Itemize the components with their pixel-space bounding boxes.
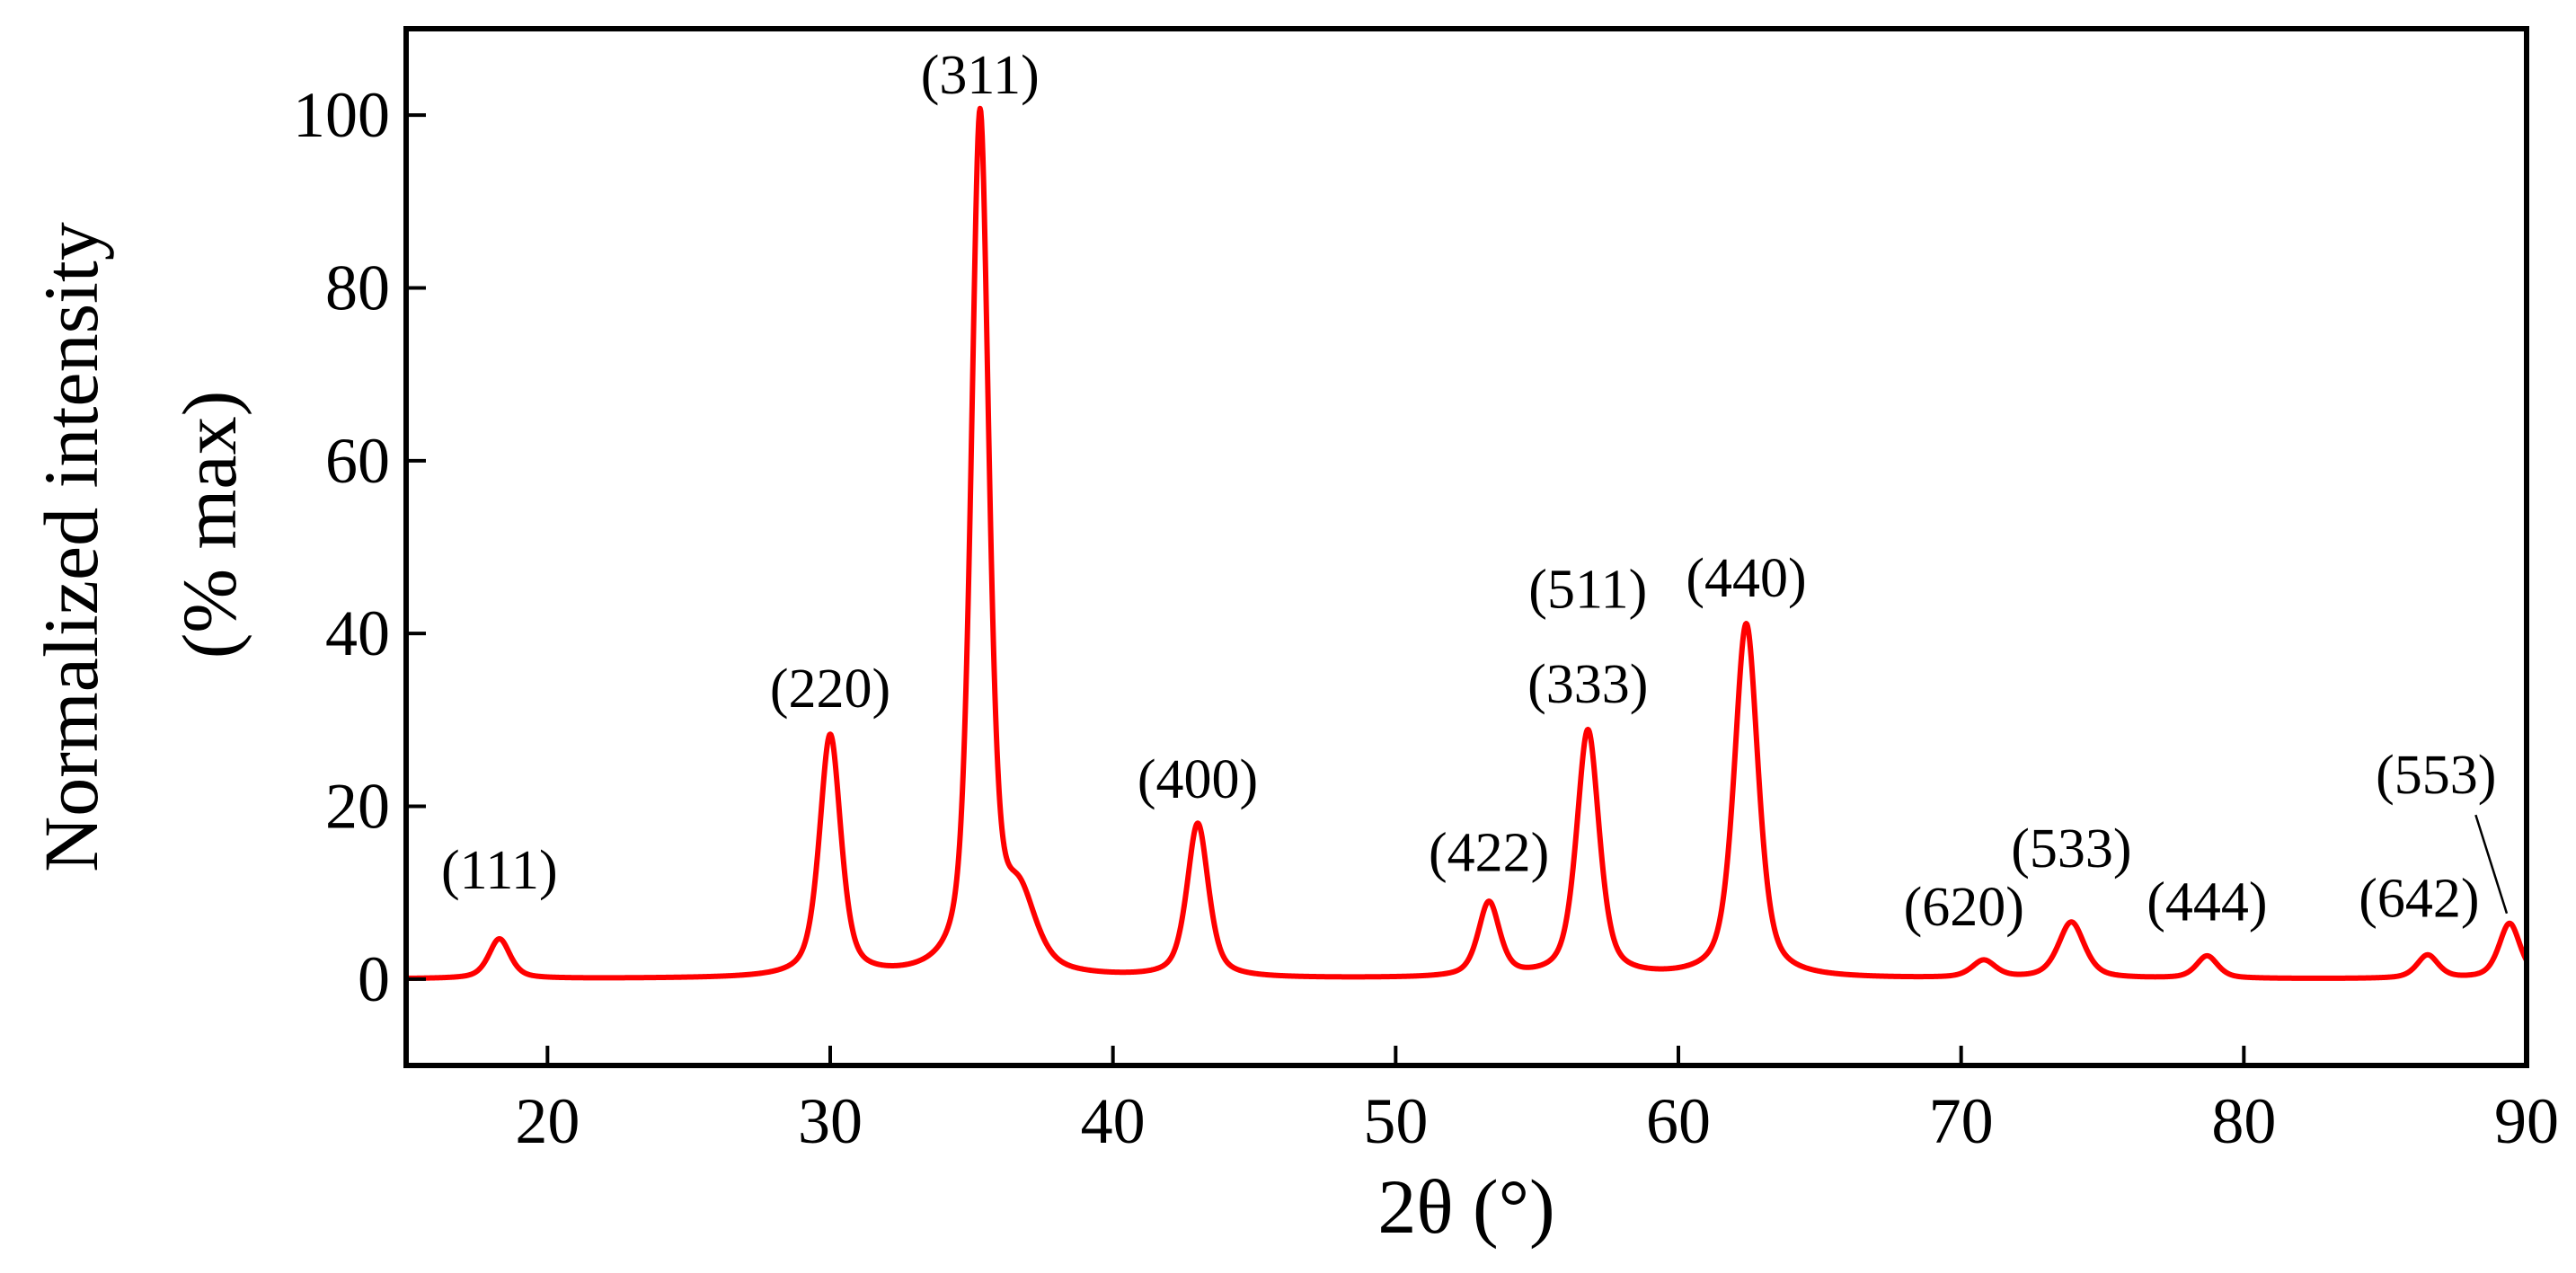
peak-label: (111) xyxy=(441,840,558,901)
y-tick-label: 60 xyxy=(325,425,390,497)
x-tick-label: 30 xyxy=(798,1085,863,1157)
peak-label: (333) xyxy=(1527,654,1648,715)
y-tick-label: 100 xyxy=(293,79,390,151)
x-axis-title: 2θ (°) xyxy=(1377,1163,1554,1250)
y-axis-title-line2: (% max) xyxy=(166,391,252,659)
x-tick-label: 70 xyxy=(1929,1085,1994,1157)
curve-layer xyxy=(406,105,2527,981)
x-tick-label: 20 xyxy=(515,1085,580,1157)
peak-label: (311) xyxy=(921,45,1040,106)
pointer-layer xyxy=(2474,814,2509,915)
x-tick-label: 40 xyxy=(1081,1085,1146,1157)
peak-label: (422) xyxy=(1429,823,1549,884)
x-tick-label: 60 xyxy=(1646,1085,1711,1157)
x-tick-label: 90 xyxy=(2494,1085,2559,1157)
peak-label: (400) xyxy=(1138,749,1258,810)
y-axis-ticks: 0 20 40 60 80 100 xyxy=(293,79,426,1015)
x-axis-ticks: 20 30 40 50 60 70 80 90 xyxy=(515,1046,2559,1157)
peak-label: (220) xyxy=(770,659,890,720)
xrd-series-line xyxy=(406,105,2527,981)
y-tick-label: 20 xyxy=(325,771,390,843)
y-axis-title-line1: Normalized intensity xyxy=(28,222,114,872)
y-tick-label: 80 xyxy=(325,252,390,324)
peak-label: (444) xyxy=(2147,871,2267,933)
peak-label: (440) xyxy=(1686,548,1806,609)
label-pointer-line xyxy=(2474,814,2509,915)
peak-label: (553) xyxy=(2376,745,2496,806)
x-tick-label: 80 xyxy=(2211,1085,2276,1157)
plot-frame xyxy=(403,26,2529,1068)
peak-label: (533) xyxy=(2011,818,2131,880)
peak-labels: (111) (220) (311) (400) (422) (333) (511) (440)… xyxy=(441,45,2496,938)
y-tick-label: 40 xyxy=(325,597,390,669)
x-tick-label: 50 xyxy=(1363,1085,1428,1157)
plot-area xyxy=(403,26,2529,1068)
peak-label: (511) xyxy=(1528,559,1647,620)
y-tick-label: 0 xyxy=(358,943,390,1015)
peak-label: (642) xyxy=(2359,869,2479,930)
peak-label: (620) xyxy=(1904,877,2024,938)
